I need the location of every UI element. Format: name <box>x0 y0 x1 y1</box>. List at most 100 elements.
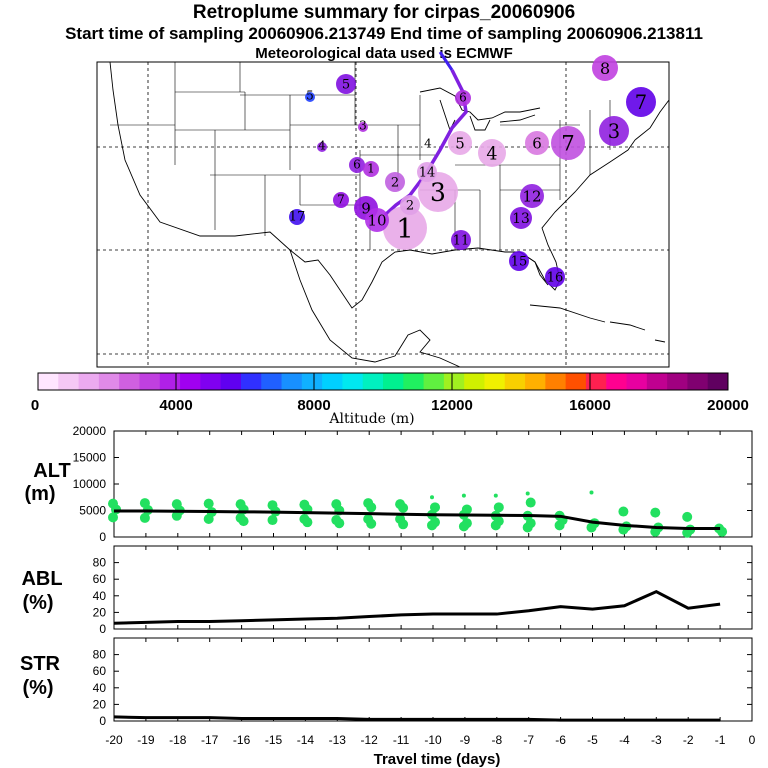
colorbar-cell <box>322 373 343 390</box>
alt-scatter-point <box>525 497 536 508</box>
x-tick-label: -16 <box>233 733 251 747</box>
alt-scatter-point <box>522 522 533 533</box>
y-tick-label: 0 <box>99 714 106 728</box>
alt-scatter-point <box>493 502 504 513</box>
panel-frame <box>113 637 753 722</box>
colorbar-cell <box>626 373 648 390</box>
plume-marker-circle <box>349 157 365 173</box>
colorbar-cell <box>159 373 181 390</box>
x-tick-label: -3 <box>651 733 662 747</box>
alt-scatter-point <box>139 512 150 523</box>
plume-marker-label: 7 <box>561 132 575 157</box>
colorbar-cell <box>545 373 567 390</box>
alt-scatter-point <box>238 516 249 527</box>
alt-scatter-point <box>490 520 501 531</box>
alt-scatter-point <box>461 493 466 498</box>
x-tick-label: -17 <box>201 733 219 747</box>
colorbar-cell <box>707 373 729 390</box>
alt-scatter-point <box>427 520 437 531</box>
plume-marker-circle <box>451 230 471 250</box>
panel-frame <box>113 545 753 630</box>
alt-scatter-point <box>586 522 597 533</box>
plume-marker-label: 6 <box>532 134 542 152</box>
str-panel-label: STR <box>20 653 61 675</box>
alt-scatter-point <box>458 521 469 532</box>
plume-marker-circle <box>400 195 420 215</box>
plume-marker-label: 3 <box>430 178 446 207</box>
plume-marker-2: 2 <box>385 172 405 192</box>
colorbar-tick-label: 16000 <box>569 397 611 414</box>
x-tick-label: -13 <box>329 733 347 747</box>
str-panel: 0 20 40 60 80 <box>93 637 753 728</box>
alt-scatter-point <box>682 527 693 538</box>
plume-marker-5: 5 <box>448 131 472 155</box>
abl-panel-label: ABL <box>21 568 62 590</box>
plume-marker-extra: 4 <box>422 137 434 151</box>
colorbar-cell <box>342 373 364 390</box>
colorbar-cell <box>423 373 445 390</box>
plume-marker-label: 14 <box>419 166 436 181</box>
colorbar-cell <box>585 373 607 390</box>
plume-marker-circle <box>289 209 305 225</box>
abl-panel: 0 20 40 60 80 <box>93 545 753 636</box>
x-tick-label: -4 <box>619 733 630 747</box>
x-tick-label: -2 <box>683 733 694 747</box>
plume-marker-circle <box>478 139 506 167</box>
met-data-note: Meteorological data used is ECMWF <box>255 45 513 62</box>
alt-series-line <box>114 509 721 531</box>
plume-marker-label: 4 <box>486 144 497 164</box>
colorbar-cell <box>261 373 283 390</box>
alt-panel-label: ALT <box>33 460 70 482</box>
alt-scatter-point <box>430 495 434 500</box>
alt-scatter-point <box>682 511 693 522</box>
x-tick-label: -19 <box>137 733 155 747</box>
plume-marker-label: 15 <box>511 255 528 270</box>
y-tick-label: 20000 <box>73 424 107 438</box>
x-tick-label: -10 <box>424 733 442 747</box>
colorbar-cell <box>38 373 59 390</box>
abl-series-line <box>113 589 721 625</box>
plume-marker-label: 8 <box>600 59 610 78</box>
colorbar-cell <box>443 373 465 390</box>
y-tick-label: 20 <box>93 605 107 619</box>
alt-scatter-point <box>171 510 182 521</box>
alt-scatter-point <box>366 518 377 529</box>
plume-marker-label: 2 <box>406 199 414 214</box>
plume-marker-circle <box>333 192 349 208</box>
colorbar-cell <box>383 373 404 390</box>
plume-marker-7: 7 <box>551 126 585 160</box>
plume-marker-label: 7 <box>337 193 345 207</box>
colorbar-cell <box>240 373 262 390</box>
y-tick-label: 10000 <box>73 477 107 491</box>
x-tick-label: -5 <box>587 733 598 747</box>
plume-marker-6: 6 <box>525 131 549 155</box>
colorbar-cell <box>484 373 506 390</box>
plume-marker-circle <box>417 162 437 182</box>
plume-marker-14: 14 <box>417 162 437 182</box>
plume-marker-extra: 3 <box>358 118 368 132</box>
x-tick-label: -6 <box>555 733 566 747</box>
plume-marker-circle <box>317 142 327 152</box>
alt-scatter-point <box>554 520 565 531</box>
plume-marker-label: 4 <box>318 138 326 152</box>
plume-marker-13: 13 <box>510 207 532 229</box>
colorbar-cell <box>78 373 100 390</box>
alt-scatter-point <box>203 513 214 524</box>
colorbar-tick-label: 4000 <box>159 397 192 414</box>
plume-marker-circle <box>418 172 458 212</box>
plume-marker-circle <box>520 184 544 208</box>
plume-marker-10: 10 <box>365 208 389 232</box>
x-tick-label: -14 <box>297 733 315 747</box>
x-tick-label: -11 <box>393 733 410 747</box>
y-tick-label: 15000 <box>73 451 107 465</box>
plume-marker-circle <box>592 55 618 81</box>
x-tick-label: 0 <box>749 733 756 747</box>
plume-marker-extra: 4 <box>317 138 327 152</box>
plume-marker-8: 8 <box>592 55 618 81</box>
plume-marker-circle <box>365 208 389 232</box>
plume-marker-circle <box>358 122 368 132</box>
plume-marker-extra: 6 <box>349 157 365 173</box>
plume-marker-circle <box>599 116 629 146</box>
